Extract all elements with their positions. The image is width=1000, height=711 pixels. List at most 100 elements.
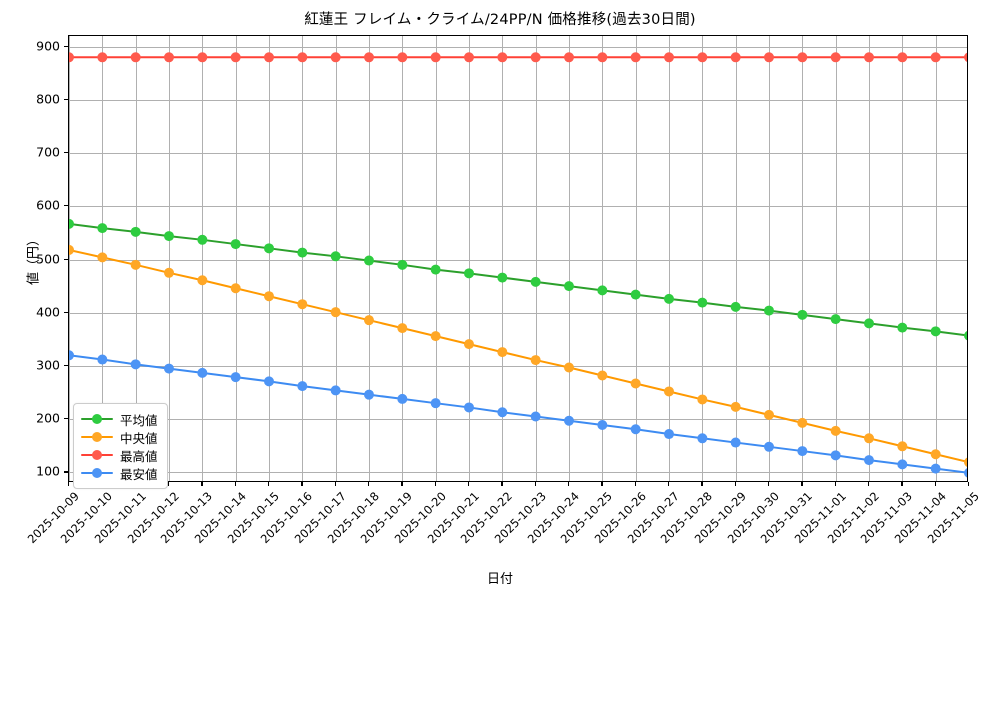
gridline-vertical: [469, 36, 470, 481]
data-point-marker: [230, 239, 241, 250]
x-axis-tick-mark: [701, 482, 703, 486]
y-axis-tick-mark: [64, 471, 68, 473]
y-axis-tick-mark: [64, 205, 68, 207]
gridline-vertical: [802, 36, 804, 481]
data-point-marker: [864, 318, 874, 329]
data-point-marker: [297, 247, 308, 258]
gridline-vertical: [435, 36, 437, 481]
y-axis-tick-label: 800: [36, 91, 60, 107]
data-point-marker: [597, 285, 608, 296]
x-axis-tick-mark: [501, 482, 503, 486]
data-point-marker: [197, 52, 208, 63]
gridline-vertical: [202, 36, 204, 481]
data-point-marker: [530, 355, 541, 366]
data-point-marker: [797, 309, 808, 320]
data-point-marker: [264, 376, 274, 387]
data-point-marker: [69, 350, 74, 361]
x-axis-tick-mark: [534, 482, 536, 486]
data-point-marker: [630, 289, 641, 300]
data-point-marker: [330, 307, 341, 318]
x-axis-tick-mark: [168, 482, 170, 486]
data-point-marker: [497, 407, 508, 418]
data-point-marker: [864, 52, 874, 63]
gridline-vertical: [302, 36, 304, 481]
x-axis-tick-mark: [234, 482, 236, 486]
x-axis-tick-mark: [568, 482, 570, 486]
data-point-marker: [797, 52, 808, 63]
data-point-marker: [130, 359, 141, 370]
gridline-horizontal: [69, 365, 967, 367]
legend-item[interactable]: 平均値: [81, 410, 158, 428]
gridline-horizontal: [69, 46, 967, 48]
data-point-marker: [897, 441, 908, 452]
data-point-marker: [97, 52, 108, 63]
data-point-marker: [264, 243, 274, 254]
x-axis-tick-mark: [834, 482, 836, 486]
data-point-marker: [397, 259, 408, 270]
data-point-marker: [97, 354, 108, 365]
data-point-marker: [297, 299, 308, 310]
data-point-marker: [530, 52, 541, 63]
gridline-vertical: [735, 36, 737, 481]
legend-dot-icon: [92, 414, 102, 424]
legend-swatch-icon: [81, 466, 113, 480]
legend-item[interactable]: 最安値: [81, 464, 158, 482]
gridline-vertical: [135, 36, 137, 481]
x-axis-tick-mark: [601, 482, 603, 486]
data-point-marker: [530, 411, 541, 422]
data-point-marker: [830, 425, 841, 436]
plot-area: [68, 35, 968, 482]
x-axis-tick-mark: [968, 482, 970, 486]
gridline-vertical: [502, 36, 504, 481]
data-point-marker: [564, 362, 574, 373]
data-point-marker: [697, 433, 708, 444]
data-point-marker: [930, 52, 941, 63]
legend-label: 最安値: [120, 466, 158, 482]
y-axis-tick-label: 600: [36, 197, 60, 213]
data-point-marker: [330, 52, 341, 63]
data-point-marker: [830, 314, 841, 325]
x-axis-tick-mark: [301, 482, 303, 486]
data-point-marker: [297, 52, 308, 63]
legend-label: 中央値: [120, 430, 158, 446]
x-axis-tick-mark: [468, 482, 470, 486]
gridline-horizontal: [69, 99, 967, 101]
gridline-vertical: [69, 36, 70, 481]
data-point-marker: [197, 275, 208, 286]
gridline-vertical: [402, 36, 404, 481]
data-point-marker: [797, 417, 808, 428]
gridline-vertical: [235, 36, 237, 481]
data-point-marker: [230, 52, 241, 63]
data-point-marker: [564, 415, 574, 426]
x-axis-tick-mark: [901, 482, 903, 486]
data-point-marker: [164, 231, 174, 242]
y-axis-tick-mark: [64, 258, 68, 260]
x-axis-tick-mark: [268, 482, 270, 486]
data-point-marker: [464, 52, 474, 63]
data-point-marker: [164, 52, 174, 63]
data-point-marker: [430, 331, 441, 342]
y-axis-tick-mark: [64, 45, 68, 47]
data-point-marker: [730, 401, 741, 412]
x-axis-tick-mark: [68, 482, 70, 486]
data-point-marker: [864, 455, 874, 466]
gridline-horizontal: [69, 419, 967, 421]
data-point-marker: [964, 331, 967, 341]
y-axis-tick-label: 300: [36, 357, 60, 373]
gridline-vertical: [869, 36, 870, 481]
y-axis-tick-label: 900: [36, 38, 60, 54]
data-point-marker: [397, 323, 408, 334]
data-point-marker: [664, 293, 674, 304]
series-layer: [69, 52, 967, 478]
gridline-vertical: [702, 36, 704, 481]
gridline-vertical: [935, 36, 937, 481]
legend-item[interactable]: 中央値: [81, 428, 158, 446]
y-axis-tick-mark: [64, 152, 68, 154]
legend-item[interactable]: 最高値: [81, 446, 158, 464]
gridline-vertical: [635, 36, 637, 481]
data-point-marker: [564, 52, 574, 63]
gridline-horizontal: [69, 153, 967, 155]
chart-legend[interactable]: 平均値中央値 最高値最安値: [73, 403, 168, 489]
data-point-marker: [697, 297, 708, 308]
legend-dot-icon: [92, 468, 102, 478]
